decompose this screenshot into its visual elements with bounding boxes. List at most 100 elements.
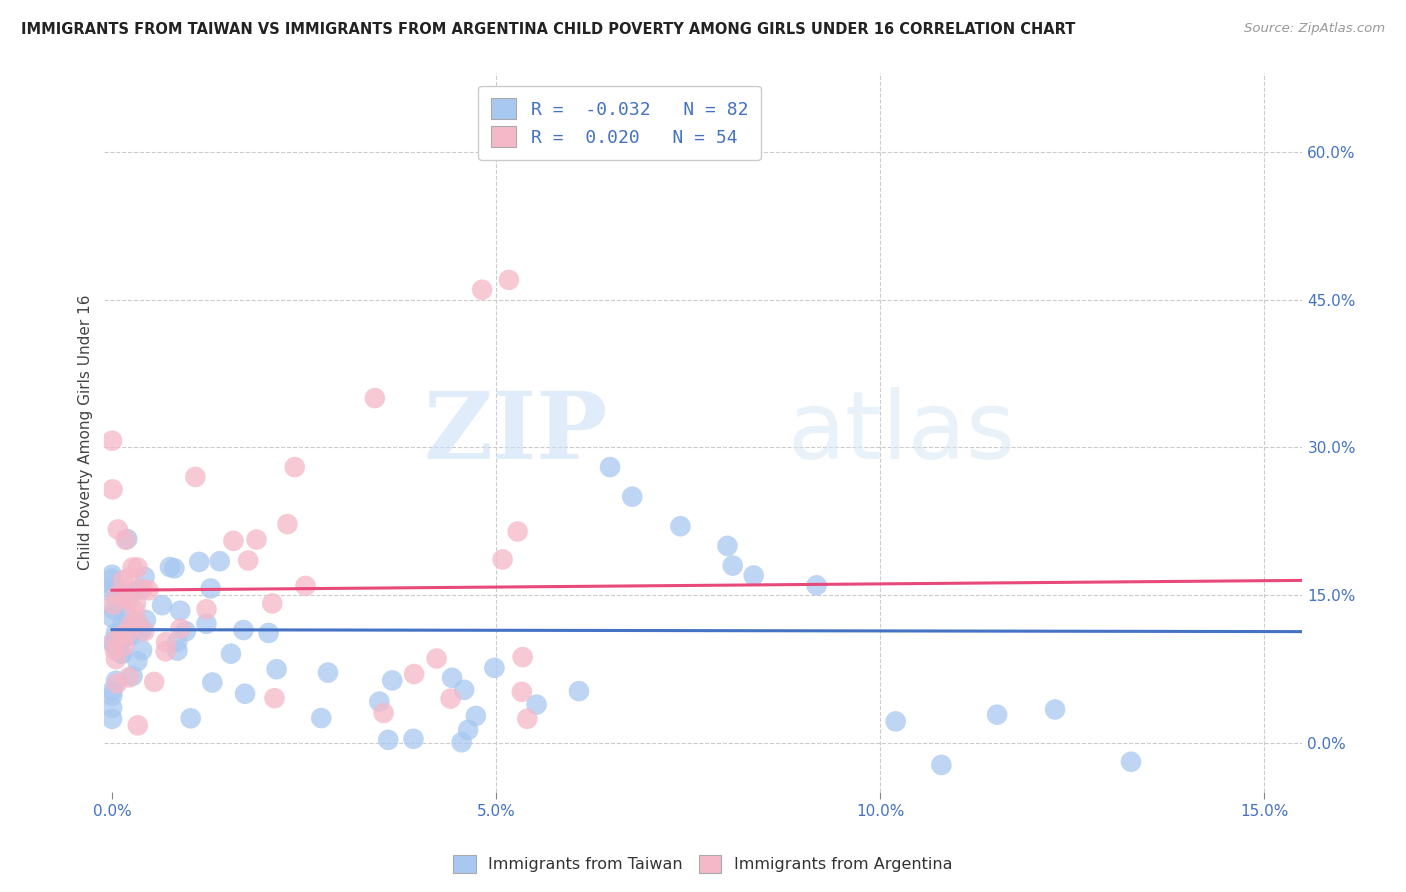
Point [143,674,166,689]
Point [115,609,138,624]
Point [101,635,124,649]
Point [125,596,148,610]
Point [404,667,426,681]
Point [716,539,738,553]
Point [276,517,298,532]
Point [1119,755,1142,769]
Point [132,582,155,596]
Point [104,640,127,654]
Point [121,560,143,574]
Point [104,652,127,666]
Point [284,460,307,475]
Y-axis label: Child Poverty Among Girls Under 16: Child Poverty Among Girls Under 16 [79,295,93,570]
Point [118,571,141,585]
Point [112,627,135,641]
Point [402,731,425,746]
Point [450,735,472,749]
Point [101,572,124,586]
Point [931,758,953,772]
Point [117,628,139,642]
Point [115,591,138,605]
Point [368,695,391,709]
Point [127,718,149,732]
Point [150,598,173,612]
Point [103,603,125,617]
Point [155,644,177,658]
Point [107,523,129,537]
Point [721,558,744,573]
Point [266,662,288,676]
Point [245,533,267,547]
Point [101,567,124,582]
Point [166,643,188,657]
Point [184,470,207,484]
Point [111,647,134,661]
Point [101,579,124,593]
Point [111,628,134,642]
Point [105,589,128,603]
Point [510,685,533,699]
Text: atlas: atlas [787,386,1015,479]
Point [884,714,907,729]
Text: Source: ZipAtlas.com: Source: ZipAtlas.com [1244,22,1385,36]
Point [166,635,188,649]
Point [104,634,127,648]
Point [127,654,149,668]
Point [195,602,218,616]
Point [174,624,197,639]
Point [110,646,132,660]
Point [169,604,191,618]
Point [104,673,127,688]
Point [439,691,461,706]
Point [101,586,124,600]
Legend: R =  -0.032   N = 82, R =  0.020   N = 54: R = -0.032 N = 82, R = 0.020 N = 54 [478,86,761,160]
Point [986,707,1008,722]
Point [131,643,153,657]
Point [108,594,131,608]
Point [129,620,152,634]
Point [377,732,399,747]
Point [471,283,494,297]
Point [1043,702,1066,716]
Point [101,434,124,448]
Point [195,616,218,631]
Point [112,589,135,603]
Point [159,560,181,574]
Point [107,632,129,647]
Point [138,583,160,598]
Point [155,635,177,649]
Point [233,687,256,701]
Point [526,698,548,712]
Point [806,578,828,592]
Point [120,618,142,632]
Point [103,598,125,612]
Point [114,533,136,547]
Point [121,669,143,683]
Point [316,665,339,680]
Point [222,533,245,548]
Point [742,568,765,582]
Point [453,682,475,697]
Point [311,711,333,725]
Point [426,651,449,665]
Point [441,671,464,685]
Point [104,578,127,592]
Point [498,273,520,287]
Point [111,615,134,630]
Point [491,552,513,566]
Point [101,610,124,624]
Point [257,626,280,640]
Point [484,661,506,675]
Point [506,524,529,539]
Point [104,626,127,640]
Point [122,616,145,631]
Point [200,582,222,596]
Point [621,490,644,504]
Point [163,561,186,575]
Point [127,560,149,574]
Point [516,712,538,726]
Point [112,639,135,653]
Point [124,584,146,599]
Point [236,553,259,567]
Point [180,711,202,725]
